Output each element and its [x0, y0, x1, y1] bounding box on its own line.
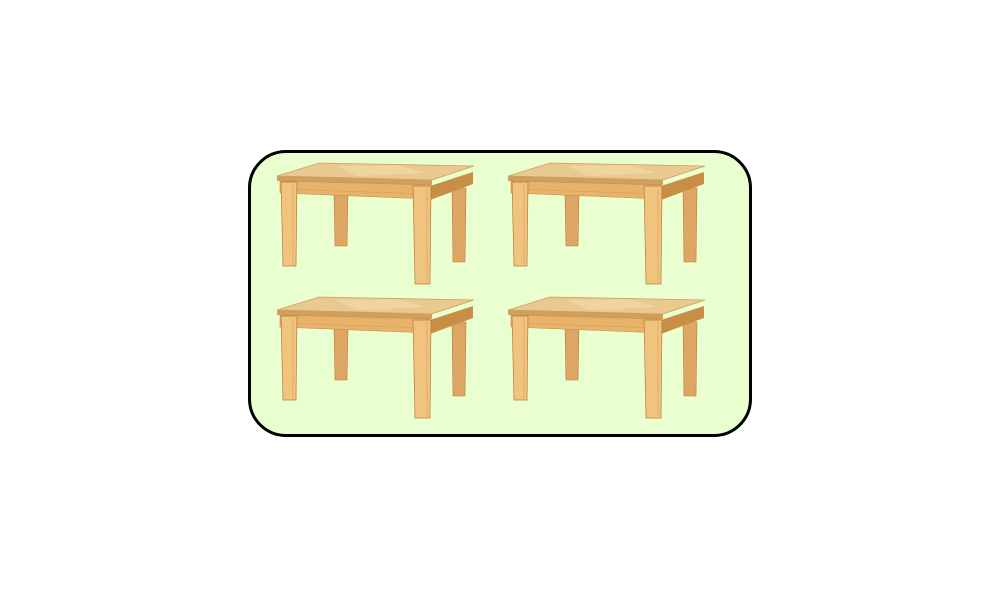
table-back-leg [682, 187, 698, 263]
wooden-table-icon [508, 160, 708, 286]
table-back-leg [564, 191, 580, 247]
table-top-edge [277, 176, 432, 185]
table-front-leg [412, 185, 432, 285]
table-side-apron [661, 172, 704, 200]
table-front-leg [643, 185, 663, 285]
table-side-apron [661, 306, 704, 334]
table-back-leg [451, 321, 467, 397]
table-front-leg [511, 315, 529, 401]
table-top-edge [508, 176, 663, 185]
table-front-leg [511, 181, 529, 267]
table-back-leg [682, 321, 698, 397]
table-top-edge [277, 310, 432, 319]
table-back-leg [333, 191, 349, 247]
table-front-leg [643, 319, 663, 419]
table-side-apron [430, 172, 473, 200]
table-front-leg [412, 319, 432, 419]
table-side-apron [430, 306, 473, 334]
wooden-table-icon [277, 160, 477, 286]
table-front-leg [280, 315, 298, 401]
table-back-leg [451, 187, 467, 263]
wooden-table-icon [277, 294, 477, 420]
table-back-leg [564, 325, 580, 381]
green-rounded-panel [248, 150, 752, 437]
table-top-edge [508, 310, 663, 319]
table-back-leg [333, 325, 349, 381]
table-front-leg [280, 181, 298, 267]
wooden-table-icon [508, 294, 708, 420]
